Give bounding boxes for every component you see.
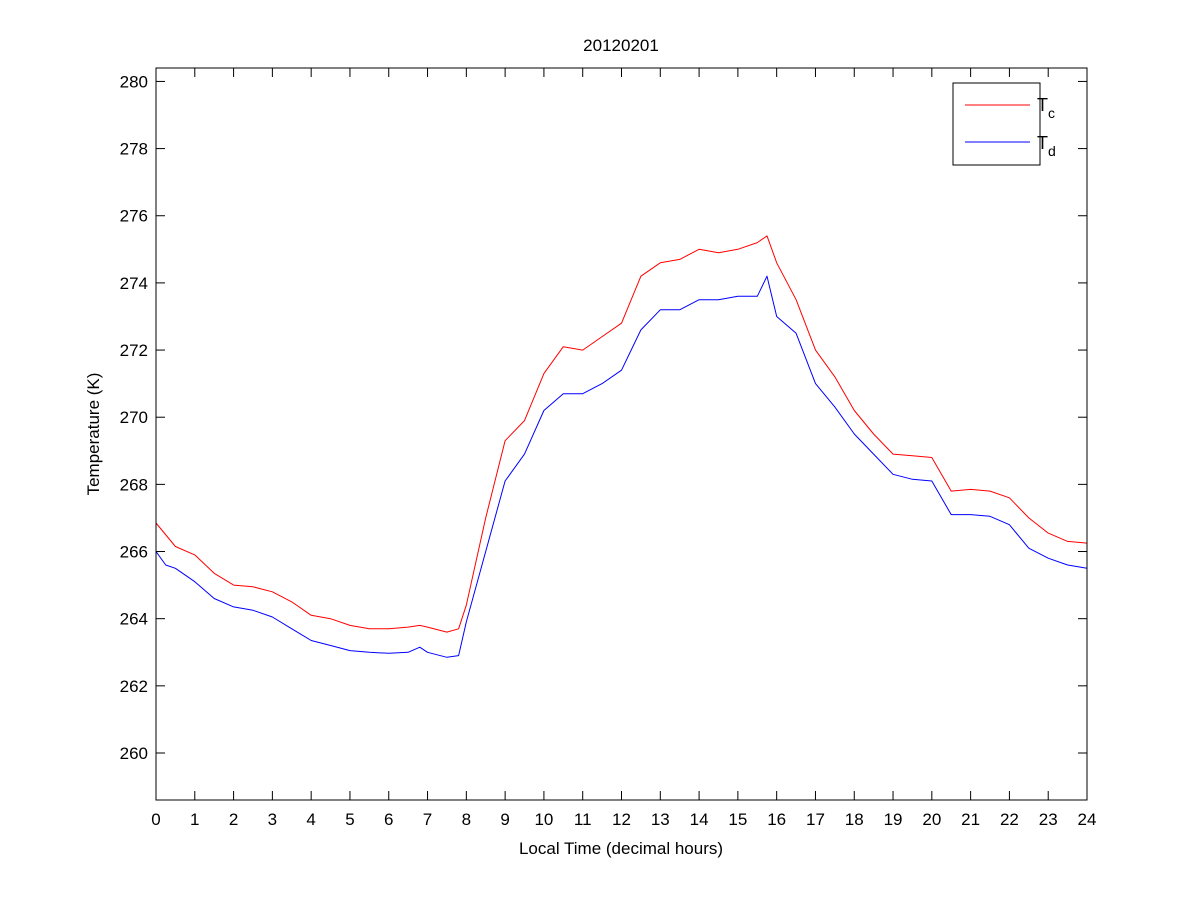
x-tick-label: 5: [345, 810, 354, 829]
x-tick-label: 7: [423, 810, 432, 829]
legend-label-td: Td: [1037, 133, 1056, 159]
x-tick-label: 3: [268, 810, 277, 829]
legend: Tc Td: [952, 82, 1056, 166]
x-tick-label: 17: [806, 810, 825, 829]
legend-label-tc: Tc: [1037, 95, 1055, 121]
series-line-tc: [155, 235, 1088, 633]
y-tick-label: 274: [120, 274, 148, 293]
x-tick-label: 0: [151, 810, 160, 829]
x-tick-label: 10: [534, 810, 553, 829]
x-tick-label: 19: [884, 810, 903, 829]
x-tick-label: 20: [922, 810, 941, 829]
x-tick-label: 22: [1000, 810, 1019, 829]
x-tick-label: 12: [612, 810, 631, 829]
y-tick-label: 276: [120, 207, 148, 226]
x-tick-label: 6: [384, 810, 393, 829]
y-tick-label: 264: [120, 610, 148, 629]
x-tick-label: 8: [462, 810, 471, 829]
x-tick-label: 15: [728, 810, 747, 829]
x-axis-label: Local Time (decimal hours): [519, 839, 723, 858]
x-tick-label: 14: [690, 810, 709, 829]
y-axis-label: Temperature (K): [84, 373, 103, 496]
y-tick-label: 278: [120, 140, 148, 159]
x-tick-label: 1: [190, 810, 199, 829]
x-tick-label: 21: [961, 810, 980, 829]
x-tick-label: 2: [229, 810, 238, 829]
x-tick-label: 24: [1078, 810, 1097, 829]
series-line-td: [155, 275, 1088, 658]
x-tick-label: 23: [1039, 810, 1058, 829]
y-tick-label: 262: [120, 677, 148, 696]
x-tick-label: 9: [500, 810, 509, 829]
x-tick-label: 18: [845, 810, 864, 829]
y-tick-label: 272: [120, 341, 148, 360]
x-tick-label: 13: [651, 810, 670, 829]
y-tick-label: 260: [120, 744, 148, 763]
y-tick-label: 270: [120, 408, 148, 427]
y-tick-label: 268: [120, 475, 148, 494]
y-tick-label: 280: [120, 72, 148, 91]
x-tick-label: 16: [767, 810, 786, 829]
x-tick-label: 11: [574, 810, 592, 829]
x-tick-label: 4: [306, 810, 315, 829]
legend-box: [952, 82, 1041, 166]
chart-title: 20120201: [583, 36, 659, 55]
y-tick-label: 266: [120, 543, 148, 562]
plot-area: 0 1 2 3 4 5 6 7 8 9 10 11 12 13 14 15 16 17 18 19 20 21 22 23 24…: [120, 67, 1097, 829]
